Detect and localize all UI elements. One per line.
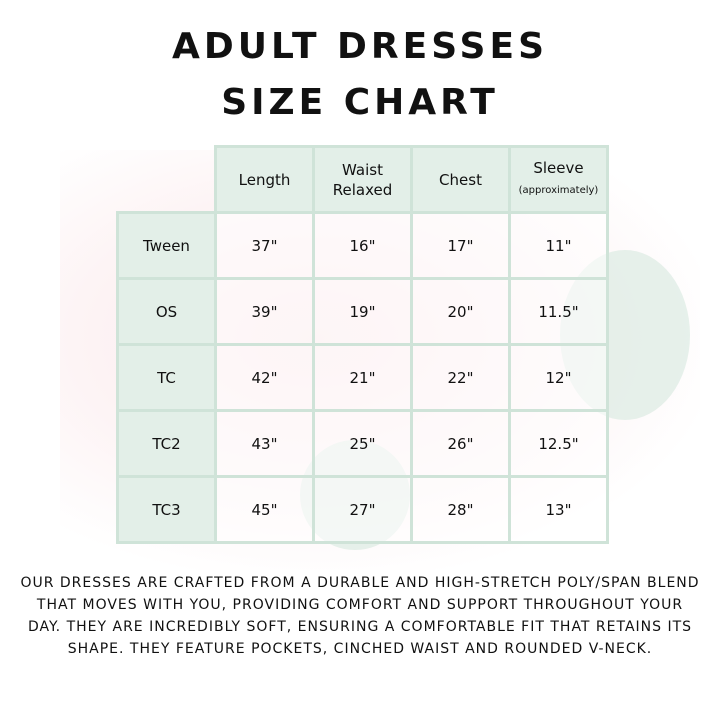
table-row: TC3 45" 27" 28" 13" [116,475,609,544]
header-label: Waist [342,160,383,179]
header-row: Length Waist Relaxed Chest Sleeve (approxi… [118,145,609,214]
column-header-length: Length [214,145,315,214]
cell: 19" [312,277,413,346]
cell: 11" [508,211,609,280]
row-header: TC3 [116,475,217,544]
cell: 21" [312,343,413,412]
cell: 27" [312,475,413,544]
cell: 25" [312,409,413,478]
subtitle: SIZE CHART [221,82,499,123]
row-header: OS [116,277,217,346]
row-header: TC [116,343,217,412]
column-header-sleeve: Sleeve (approximately) [508,145,609,214]
row-header: TC2 [116,409,217,478]
header-label: Relaxed [332,180,393,199]
header-label: Length [238,170,291,189]
title: ADULT DRESSES [172,26,548,67]
size-chart-table: Length Waist Relaxed Chest Sleeve (approxi… [116,145,609,544]
cell: 42" [214,343,315,412]
header-label: Sleeve [533,159,584,177]
cell: 45" [214,475,315,544]
cell: 12" [508,343,609,412]
cell: 16" [312,211,413,280]
table-row: Tween 37" 16" 17" 11" [116,211,609,280]
cell: 28" [410,475,511,544]
cell: 20" [410,277,511,346]
empty-corner [118,147,216,213]
header-label: Chest [439,170,482,189]
cell: 22" [410,343,511,412]
column-header-waist: Waist Relaxed [312,145,413,214]
row-header: Tween [116,211,217,280]
cell: 11.5" [508,277,609,346]
cell: 17" [410,211,511,280]
cell: 39" [214,277,315,346]
header-sublabel: (approximately) [518,185,599,196]
column-header-chest: Chest [410,145,511,214]
cell: 43" [214,409,315,478]
cell: 12.5" [508,409,609,478]
cell: 13" [508,475,609,544]
cell: 37" [214,211,315,280]
table-row: TC 42" 21" 22" 12" [116,343,609,412]
product-description: Our dresses are crafted from a durable a… [20,575,700,657]
cell: 26" [410,409,511,478]
table-row: TC2 43" 25" 26" 12.5" [116,409,609,478]
table-row: OS 39" 19" 20" 11.5" [116,277,609,346]
